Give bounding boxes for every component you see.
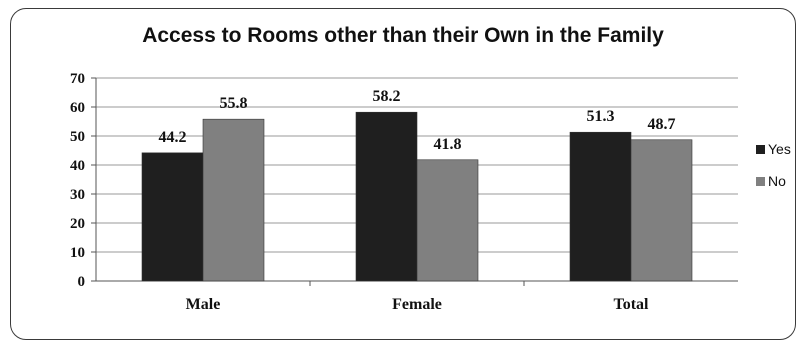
bar-no-female [416,159,479,282]
category-label-total: Total [614,296,650,313]
legend-label-yes: Yes [768,141,791,157]
category-labels: Male Female Total [186,296,649,313]
bar-yes-total [569,131,632,282]
legend-swatch-yes [756,145,765,154]
bar-chart: 0 10 20 30 40 50 60 70 44.2 55.8 58.2 41.8 51.3 48.7… [70,71,791,313]
bars [141,111,693,282]
y-tick-label: 70 [70,71,85,87]
data-label: 58.2 [373,88,401,105]
chart-title: Access to Rooms other than their Own in … [142,24,664,47]
bar-yes-female [355,111,418,282]
y-tick-label: 60 [70,100,85,116]
legend-label-no: No [768,173,786,189]
y-tick-label: 10 [70,245,85,261]
data-label: 48.7 [648,116,676,133]
category-label-male: Male [186,296,221,313]
y-tick-label: 30 [70,187,85,203]
data-label: 41.8 [434,136,462,153]
y-tick-label: 50 [70,129,85,145]
data-labels: 44.2 55.8 58.2 41.8 51.3 48.7 [159,88,676,153]
y-tick-labels: 0 10 20 30 40 50 60 70 [70,71,85,290]
legend: Yes No [756,141,791,189]
bar-no-male [202,118,265,282]
y-tick-label: 20 [70,216,85,232]
y-tick-label: 40 [70,158,85,174]
data-label: 55.8 [220,95,248,112]
data-label: 44.2 [159,129,187,146]
data-label: 51.3 [587,108,615,125]
legend-swatch-no [756,177,765,186]
bar-no-total [630,139,693,282]
category-label-female: Female [392,296,442,313]
bar-yes-male [141,152,204,282]
y-tick-label: 0 [78,274,86,290]
